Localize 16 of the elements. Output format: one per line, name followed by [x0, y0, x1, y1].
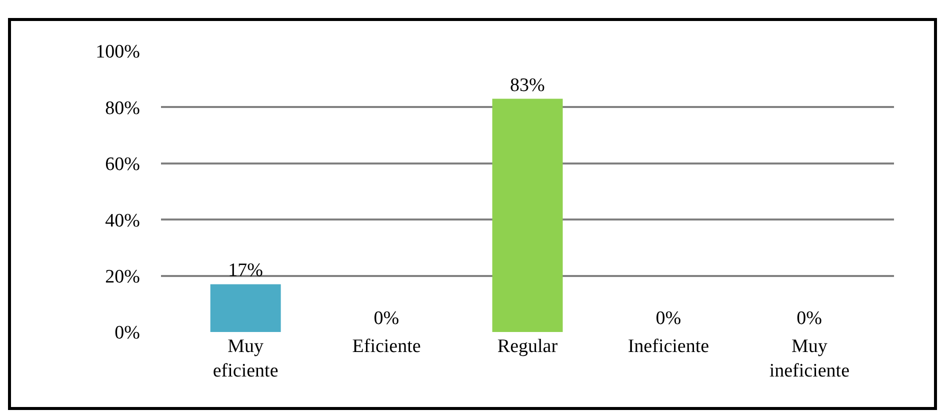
data-label: 0% — [796, 308, 822, 329]
y-tick-label: 80% — [105, 98, 140, 119]
data-label: 83% — [510, 74, 545, 96]
x-tick-label: Ineficiente — [628, 336, 710, 357]
y-tick-label: 20% — [105, 266, 140, 288]
x-tick-label: Muy eficiente — [212, 336, 278, 382]
x-tick-label: Regular — [497, 336, 558, 357]
y-tick-label: 100% — [96, 42, 140, 63]
data-label: 0% — [656, 308, 682, 329]
data-label: 17% — [228, 260, 264, 282]
x-tick-label: Muy ineficiente — [769, 336, 850, 382]
y-tick-label: 40% — [105, 210, 140, 232]
x-tick-label: Eficiente — [352, 336, 421, 357]
y-tick-label: 0% — [114, 322, 140, 344]
data-label: 0% — [374, 308, 400, 329]
y-tick-label: 60% — [105, 154, 140, 176]
